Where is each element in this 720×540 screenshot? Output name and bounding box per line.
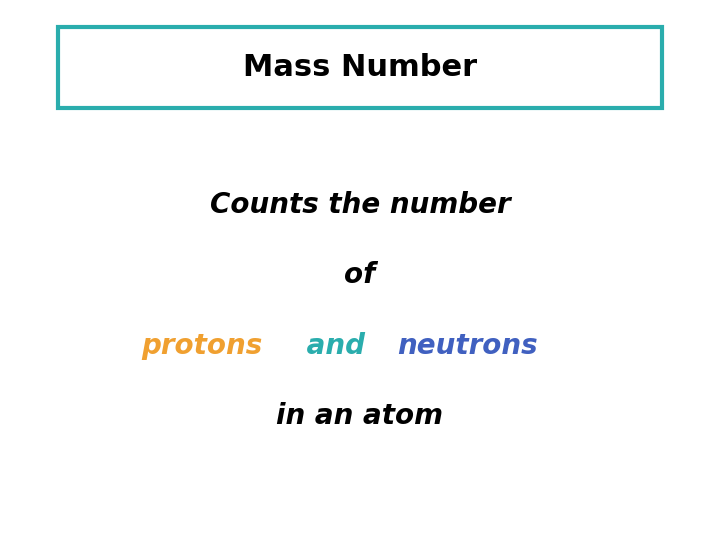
Text: Counts the number: Counts the number <box>210 191 510 219</box>
Bar <box>58 27 662 108</box>
Text: of: of <box>344 261 376 289</box>
Text: in an atom: in an atom <box>276 402 444 430</box>
Text: Mass Number: Mass Number <box>243 53 477 82</box>
Text: protons: protons <box>141 332 262 360</box>
Text: and: and <box>297 332 375 360</box>
Text: neutrons: neutrons <box>397 332 539 360</box>
